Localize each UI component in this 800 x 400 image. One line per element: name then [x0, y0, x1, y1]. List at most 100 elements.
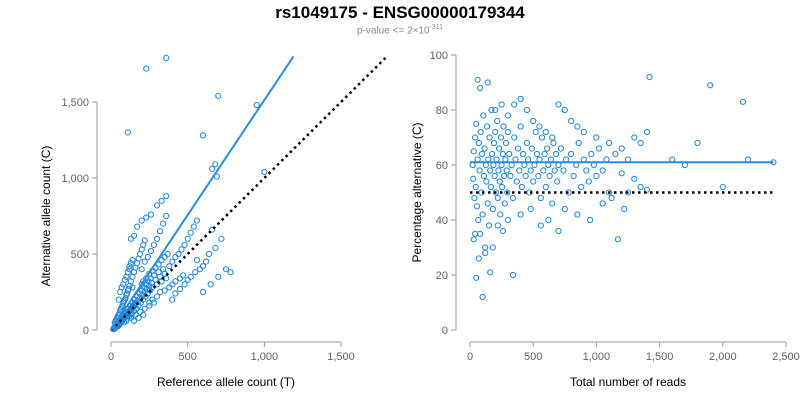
- data-point: [169, 296, 176, 303]
- data-point: [206, 250, 213, 258]
- data-point: [193, 257, 200, 264]
- data-point: [605, 139, 613, 147]
- data-point: [491, 172, 498, 180]
- data-point: [719, 183, 726, 191]
- data-point: [624, 189, 632, 196]
- data-point: [499, 183, 506, 191]
- data-point: [575, 139, 582, 147]
- data-point: [153, 202, 161, 209]
- data-point: [157, 228, 164, 235]
- data-point: [153, 293, 161, 300]
- data-point: [487, 183, 494, 191]
- data-point: [496, 145, 503, 152]
- data-point: [608, 194, 615, 202]
- data-point: [614, 236, 622, 243]
- data-point: [481, 145, 488, 152]
- data-point: [472, 134, 479, 141]
- data-point: [199, 132, 207, 139]
- data-point: [507, 172, 514, 180]
- x-tick-label: 500: [524, 351, 542, 363]
- data-point: [199, 288, 207, 296]
- x-tick-label: 500: [178, 351, 196, 363]
- data-point: [190, 223, 197, 230]
- data-point: [470, 236, 477, 243]
- data-point: [172, 278, 179, 285]
- data-point: [511, 134, 518, 141]
- data-point: [484, 123, 491, 130]
- data-point: [546, 172, 553, 180]
- data-point: [484, 79, 491, 86]
- data-point: [141, 305, 148, 312]
- data-point: [209, 165, 216, 172]
- data-point: [557, 145, 565, 152]
- data-point: [181, 281, 188, 288]
- data-point: [130, 317, 138, 324]
- data-point: [497, 211, 504, 218]
- y-tick-label: 60: [436, 160, 448, 172]
- data-point: [222, 266, 230, 273]
- data-point: [187, 273, 194, 280]
- data-point: [618, 145, 625, 152]
- data-point: [560, 167, 567, 174]
- data-point: [193, 217, 200, 224]
- data-layer: [110, 54, 388, 333]
- data-point: [480, 172, 487, 180]
- data-point: [496, 178, 503, 185]
- data-point: [492, 189, 499, 196]
- data-point: [551, 167, 558, 174]
- data-point: [489, 244, 496, 251]
- y-tick-label: 0: [442, 325, 448, 337]
- data-point: [261, 168, 268, 175]
- data-point: [532, 128, 539, 136]
- data-point: [487, 269, 494, 276]
- data-point: [148, 279, 155, 286]
- data-point: [203, 258, 210, 265]
- data-point: [527, 167, 534, 174]
- data-point: [618, 170, 625, 177]
- data-point: [542, 183, 549, 191]
- data-point: [494, 194, 501, 202]
- data-point: [140, 311, 147, 318]
- data-point: [147, 211, 154, 218]
- data-point: [150, 299, 157, 306]
- data-point: [501, 200, 508, 207]
- data-point: [488, 106, 495, 114]
- data-point: [150, 241, 157, 248]
- data-point: [474, 76, 481, 83]
- data-point: [599, 200, 606, 207]
- data-point: [163, 54, 170, 62]
- data-point: [169, 258, 176, 265]
- data-point: [504, 216, 511, 224]
- x-tick-label: 1,500: [646, 351, 674, 363]
- data-point: [494, 117, 501, 125]
- data-point: [513, 178, 520, 185]
- y-tick-label: 0: [83, 325, 89, 337]
- y-tick-label: 1,000: [61, 173, 89, 185]
- data-point: [184, 235, 191, 242]
- data-point: [473, 203, 481, 210]
- data-point: [621, 205, 628, 213]
- data-point: [574, 123, 581, 130]
- data-point: [516, 167, 523, 174]
- data-point: [144, 253, 151, 261]
- data-point: [470, 148, 477, 155]
- chart-title: rs1049175 - ENSG00000179344: [275, 3, 525, 22]
- x-tick-label: 2,500: [772, 351, 800, 363]
- data-point: [522, 172, 529, 180]
- data-point: [489, 205, 496, 213]
- data-point: [550, 139, 557, 147]
- subtitle-text: p-value <= 2×10: [356, 25, 430, 37]
- data-point: [175, 250, 182, 258]
- data-point: [141, 237, 148, 244]
- data-point: [126, 263, 133, 270]
- data-point: [504, 128, 511, 136]
- data-point: [486, 134, 493, 141]
- chart-subtitle: p-value <= 2×10-311: [0, 24, 800, 36]
- data-point: [207, 281, 214, 288]
- data-point: [158, 257, 165, 264]
- data-point: [523, 139, 531, 147]
- data-point: [161, 287, 168, 294]
- data-point: [178, 246, 185, 253]
- data-point: [568, 150, 575, 158]
